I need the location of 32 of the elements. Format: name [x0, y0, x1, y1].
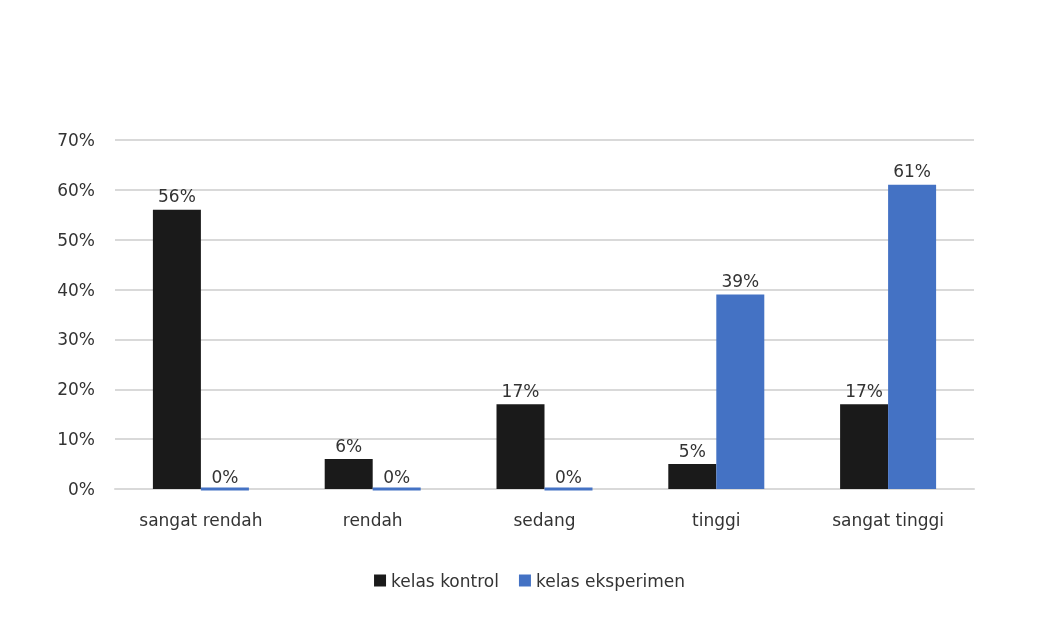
data-label: 6%	[335, 435, 363, 456]
legend-label: kelas kontrol	[391, 570, 499, 591]
y-tick-label: 10%	[57, 429, 95, 450]
x-tick-label: sedang	[513, 509, 576, 530]
data-label: 56%	[158, 186, 196, 207]
bar	[496, 404, 545, 489]
legend-label: kelas eksperimen	[535, 570, 685, 591]
bar	[888, 184, 937, 489]
data-label: 5%	[678, 440, 706, 461]
data-label: 17%	[501, 380, 540, 401]
x-tick-label: sangat rendah	[139, 509, 263, 530]
y-tick-label: 40%	[57, 279, 95, 300]
data-label: 0%	[211, 467, 239, 487]
bar	[324, 459, 373, 489]
bar	[840, 404, 889, 489]
x-tick-label: sangat tinggi	[832, 509, 944, 530]
data-label: 0%	[383, 467, 411, 487]
y-tick-label: 20%	[57, 379, 95, 400]
data-label: 61%	[893, 161, 931, 182]
y-tick-label: 30%	[57, 329, 95, 350]
data-label: 17%	[845, 380, 883, 401]
data-label: 0%	[555, 467, 582, 487]
bar	[152, 209, 201, 489]
x-tick-label: tinggi	[692, 509, 741, 530]
data-label: 39%	[721, 271, 760, 292]
y-tick-label: 60%	[57, 179, 95, 200]
y-tick-label: 0%	[68, 479, 95, 499]
x-tick-label: rendah	[342, 509, 403, 530]
y-tick-label: 50%	[57, 229, 95, 250]
bar	[668, 464, 717, 489]
bar	[716, 294, 765, 489]
y-tick-label: 70%	[57, 130, 95, 150]
